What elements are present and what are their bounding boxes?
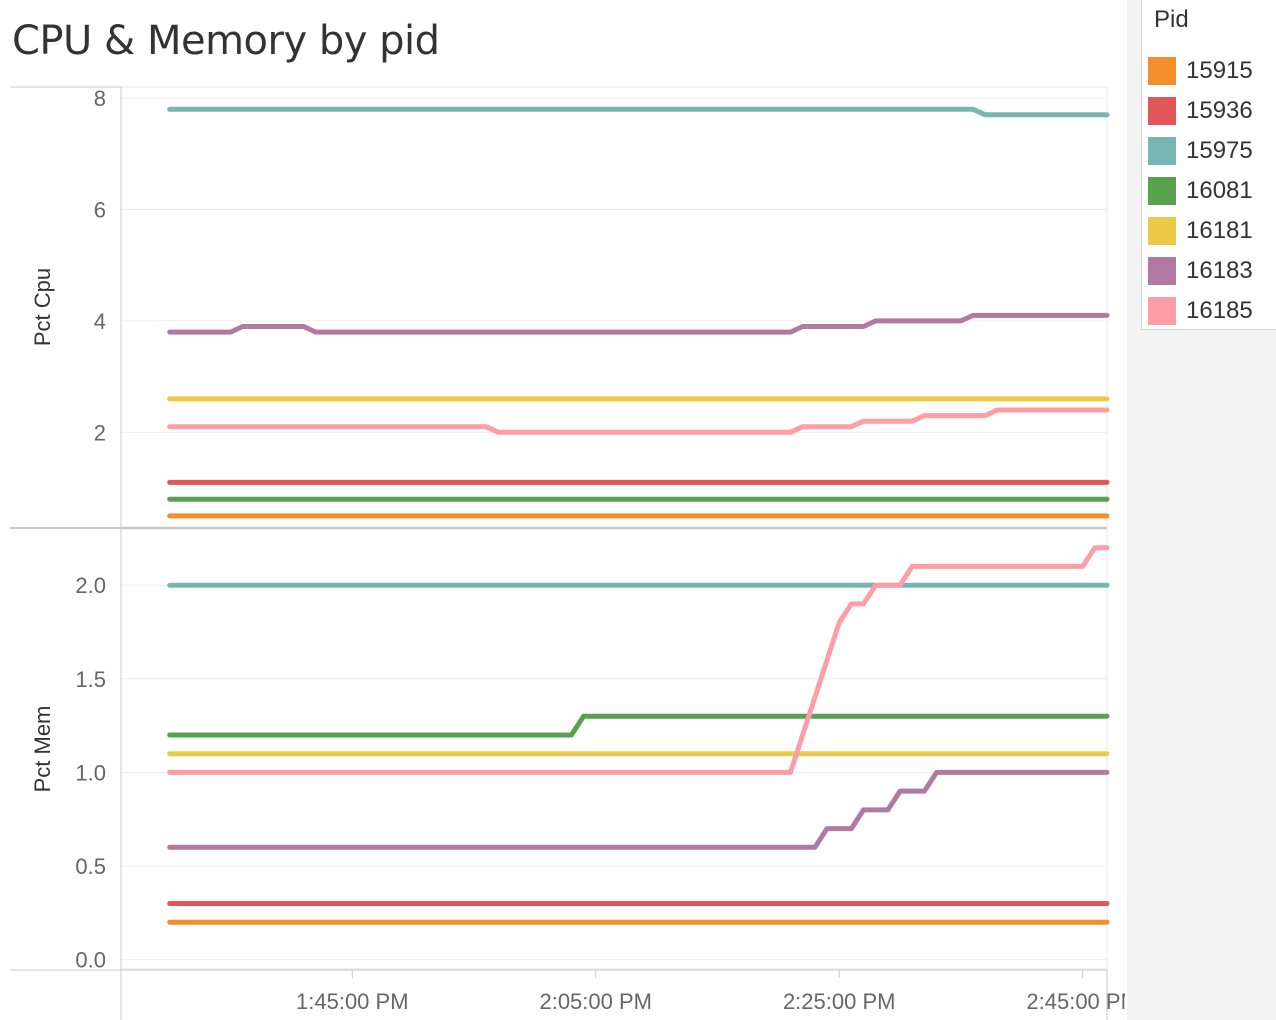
plot-frame [120, 86, 1108, 528]
legend-swatch [1148, 97, 1176, 125]
legend-item-16181[interactable]: 16181 [1148, 215, 1253, 247]
legend-swatch [1148, 297, 1176, 325]
legend-label: 16181 [1186, 217, 1253, 244]
y-axis-label: Pct Mem [30, 706, 55, 793]
y-tick-label: 8 [94, 86, 106, 111]
legend-label: 15975 [1186, 137, 1253, 164]
x-tick-label: 2:05:00 PM [539, 989, 652, 1014]
legend-item-16183[interactable]: 16183 [1148, 255, 1253, 287]
legend-label: 15915 [1186, 57, 1253, 84]
legend-label: 16185 [1186, 297, 1253, 324]
y-tick-label: 2.0 [75, 573, 106, 598]
y-tick-label: 4 [94, 309, 106, 334]
y-tick-label: 0.5 [75, 854, 106, 879]
mem-panel: 0.0 0.5 1.0 1.5 2.0 Pct Mem [30, 528, 1110, 973]
legend-item-15975[interactable]: 15975 [1148, 135, 1253, 167]
legend-swatch [1148, 217, 1176, 245]
legend-item-15936[interactable]: 15936 [1148, 95, 1253, 127]
legend-item-15915[interactable]: 15915 [1148, 55, 1253, 87]
cpu-panel: 2 4 6 8 Pct Cpu [30, 86, 1110, 528]
chart-title: CPU & Memory by pid [12, 18, 440, 64]
legend-swatch [1148, 177, 1176, 205]
x-tick-label: 1:45:00 PM [296, 989, 409, 1014]
x-axis: 1:45:00 PM 2:05:00 PM 2:25:00 PM 2:45:00 PM [121, 969, 1125, 1020]
legend-swatch [1148, 257, 1176, 285]
legend-label: 16183 [1186, 257, 1253, 284]
legend-swatch [1148, 137, 1176, 165]
y-tick-label: 1.5 [75, 667, 106, 692]
legend-swatch [1148, 57, 1176, 85]
legend-label: 16081 [1186, 177, 1253, 204]
series-line-15975[interactable] [167, 106, 1110, 118]
chart-area: 2 4 6 8 Pct Cpu 0.0 0.5 1.0 1.5 2.0 Pct Mem 1:45:… [10, 86, 1125, 1020]
series-line-16185[interactable] [167, 545, 1110, 775]
series-line-16081[interactable] [167, 713, 1110, 738]
legend-title: Pid [1154, 6, 1189, 33]
x-tick-label: 2:45:00 PM [1026, 989, 1125, 1014]
legend-label: 15936 [1186, 97, 1253, 124]
series-line-16185[interactable] [167, 407, 1110, 435]
x-tick-label: 2:25:00 PM [783, 989, 896, 1014]
y-axis-label: Pct Cpu [30, 268, 55, 346]
y-tick-label: 6 [94, 198, 106, 223]
legend-item-16081[interactable]: 16081 [1148, 175, 1253, 207]
y-tick-label: 2 [94, 420, 106, 445]
y-tick-label: 0.0 [75, 948, 106, 973]
series-line-16183[interactable] [167, 769, 1110, 850]
y-tick-label: 1.0 [75, 760, 106, 785]
legend: Pid 15915 15936 15975 16081 16181 16183 16185 [1141, 0, 1276, 330]
legend-item-16185[interactable]: 16185 [1148, 295, 1253, 327]
series-line-16183[interactable] [167, 312, 1110, 335]
